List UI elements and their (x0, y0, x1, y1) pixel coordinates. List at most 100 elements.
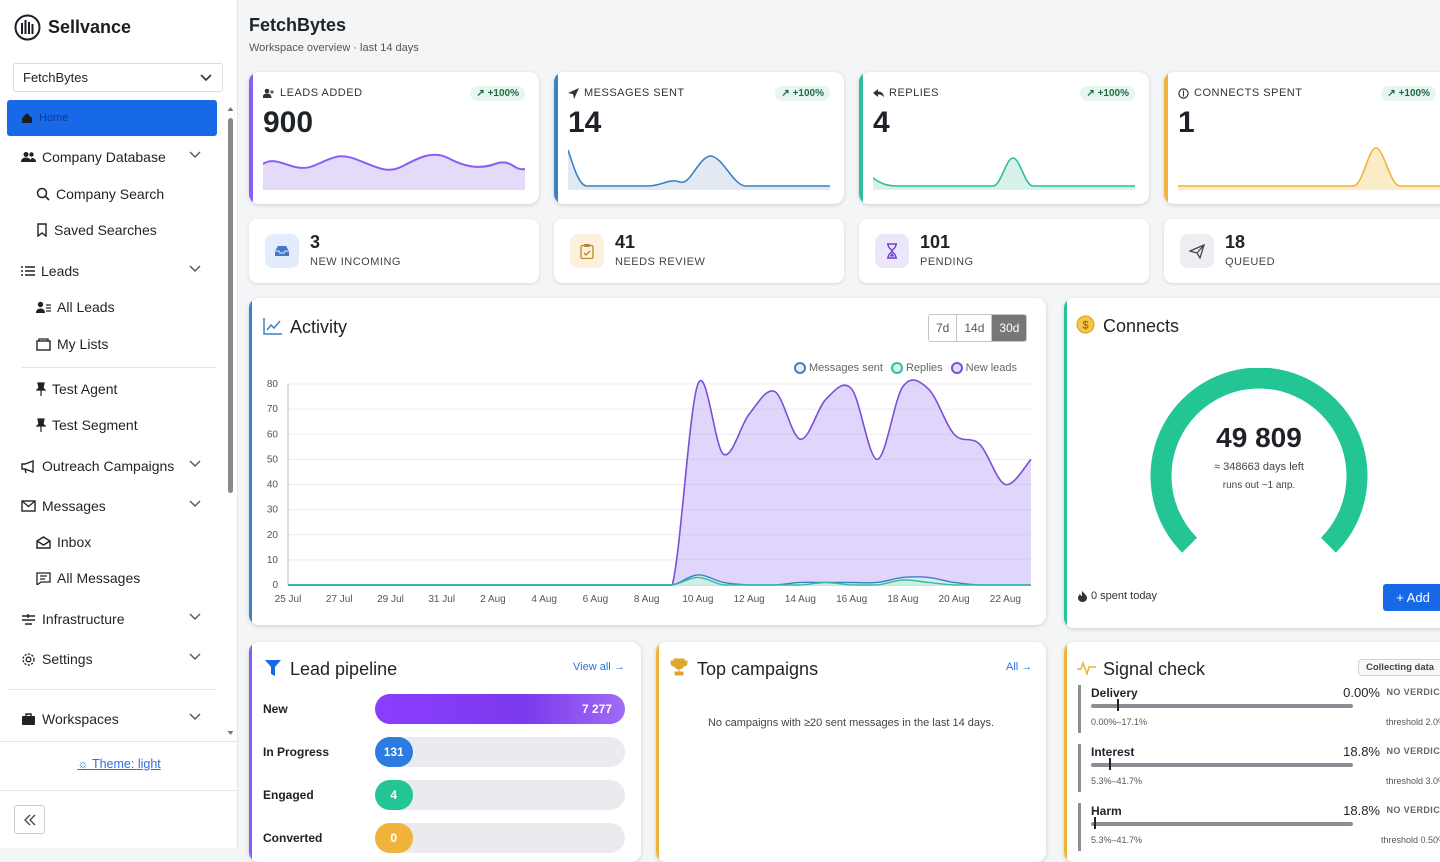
campaigns-empty-state: No campaigns with ≥20 sent messages in t… (707, 717, 995, 729)
sidebar-item-label: All Messages (57, 570, 141, 586)
range-7d-button[interactable]: 7d (929, 315, 957, 341)
panel-accent (249, 642, 252, 862)
stat-value: 101 (920, 232, 951, 252)
range-30d-button[interactable]: 30d (991, 315, 1027, 341)
hourglass-icon (875, 234, 909, 268)
x-tick-label: 6 Aug (583, 594, 609, 605)
add-connects-button[interactable]: + Add (1383, 584, 1440, 611)
kpi-card-connects-spent[interactable]: CONNECTS SPENT ↗ +100% 1 (1164, 72, 1440, 204)
range-14d-button[interactable]: 14d (956, 315, 992, 341)
all-campaigns-link[interactable]: All → (1006, 661, 1033, 673)
sidebar-item-test-agent[interactable]: Test Agent (7, 372, 217, 406)
page-subtitle: Workspace overview · last 14 days (249, 42, 419, 54)
signal-percent: 0.00% (1343, 685, 1380, 700)
panel-accent (1064, 298, 1067, 628)
theme-toggle-label: Theme: light (91, 757, 161, 771)
pulse-icon (1077, 661, 1096, 675)
panel-accent (656, 642, 659, 862)
page-title: FetchBytes (249, 15, 347, 35)
pipeline-row[interactable]: New 7 277 (263, 694, 628, 724)
stat-label: QUEUED (1225, 256, 1276, 268)
sidebar-item-outreach-campaigns[interactable]: Outreach Campaigns (7, 449, 217, 483)
kpi-card-replies[interactable]: REPLIES ↗ +100% 4 (859, 72, 1149, 204)
y-tick-label: 20 (267, 530, 279, 541)
signal-name: Interest (1091, 745, 1135, 759)
x-tick-label: 31 Jul (428, 594, 455, 605)
signal-range: 5.3%–41.7% (1091, 835, 1143, 845)
series-line-replies (288, 576, 1031, 586)
sidebar-item-settings[interactable]: Settings (7, 642, 217, 676)
sidebar-item-saved-searches[interactable]: Saved Searches (7, 213, 217, 247)
sidebar-item-inbox[interactable]: Inbox (7, 525, 217, 559)
stat-card-needs-review[interactable]: 41 NEEDS REVIEW (554, 219, 844, 283)
pipeline-row[interactable]: Converted 0 (263, 823, 628, 853)
sidebar-item-label: Outreach Campaigns (42, 458, 175, 474)
sidebar-item-all-leads[interactable]: All Leads (7, 290, 217, 324)
connects-days-left: ≈ 348663 days left (1214, 461, 1304, 473)
chevron-down-icon (189, 151, 201, 158)
sidebar-scrollbar[interactable] (226, 103, 235, 739)
connects-title: Connects (1103, 316, 1180, 336)
sidebar-item-messages[interactable]: Messages (7, 489, 217, 523)
signal-row: Delivery 0.00% NO VERDICT 0.00%–17.1% thresh… (1078, 685, 1440, 733)
legend-label: Messages sent (809, 362, 883, 374)
pipeline-bar: 4 (375, 780, 413, 810)
sidebar-item-label: Inbox (57, 534, 92, 550)
sidebar-item-all-messages[interactable]: All Messages (7, 561, 217, 595)
y-tick-label: 10 (267, 555, 279, 566)
sliders-icon (22, 613, 35, 625)
sidebar-item-label: Workspaces (42, 711, 119, 727)
collapse-sidebar-button[interactable] (14, 805, 45, 834)
pipeline-row[interactable]: Engaged 4 (263, 780, 628, 810)
clipboard-icon (570, 234, 604, 268)
pipeline-count: 7 277 (581, 702, 612, 716)
kpi-card-messages-sent[interactable]: MESSAGES SENT ↗ +100% 14 (554, 72, 844, 204)
legend-label: Replies (905, 362, 943, 374)
stat-card-queued[interactable]: 18 QUEUED (1164, 219, 1440, 283)
sidebar-item-test-segment[interactable]: Test Segment (7, 408, 217, 442)
kpi-value: 900 (263, 106, 314, 139)
legend-item[interactable]: Replies (890, 362, 943, 374)
home-icon (22, 113, 32, 123)
legend-item[interactable]: New leads (950, 362, 1017, 374)
sidebar-item-leads[interactable]: Leads (7, 254, 217, 288)
pipeline-row[interactable]: In Progress 131 (263, 737, 628, 767)
sidebar-item-my-lists[interactable]: My Lists (7, 327, 217, 361)
signal-row: Interest 18.8% NO VERDICT 5.3%–41.7% thresho… (1078, 744, 1440, 792)
sidebar-item-workspaces[interactable]: Workspaces (7, 702, 217, 736)
sidebar-item-home[interactable]: Home (7, 100, 217, 136)
workspace-select[interactable]: FetchBytes (13, 63, 223, 92)
theme-toggle-link[interactable]: ☼ Theme: light (0, 757, 238, 771)
paper-plane-icon (1180, 234, 1214, 268)
series-area-messages-sent (288, 574, 1031, 585)
kpi-accent (859, 72, 863, 204)
activity-chart[interactable]: 0 10 20 30 40 50 60 70 80 25 Jul 27 Jul 29 Jul 31 Ju… (249, 298, 1046, 625)
y-tick-label: 70 (267, 404, 279, 415)
legend-item[interactable]: Messages sent (794, 362, 883, 374)
sidebar-item-label: Company Database (42, 149, 166, 165)
signal-check-title: Signal check (1103, 659, 1206, 679)
workspace-select-value: FetchBytes (23, 70, 89, 85)
search-icon (36, 187, 50, 201)
chart-line-icon (263, 318, 282, 335)
signal-name: Harm (1091, 804, 1122, 818)
signal-range: 0.00%–17.1% (1091, 717, 1148, 727)
activity-panel: Activity 7d 14d 30d Messages sent Replie… (249, 298, 1046, 625)
kpi-card-leads-added[interactable]: LEADS ADDED ↗ +100% 900 (249, 72, 539, 204)
logo-icon (14, 14, 41, 41)
chevron-down-icon (189, 460, 201, 467)
stat-card-pending[interactable]: 101 PENDING (859, 219, 1149, 283)
coin-icon (1178, 87, 1189, 99)
signal-percent: 18.8% (1343, 803, 1380, 818)
brand[interactable]: Sellvance (14, 14, 131, 41)
sidebar-item-company-database[interactable]: Company Database (7, 140, 217, 174)
kpi-sparkline (568, 149, 830, 190)
x-tick-label: 16 Aug (836, 594, 867, 605)
x-tick-label: 10 Aug (682, 594, 713, 605)
sidebar-item-infrastructure[interactable]: Infrastructure (7, 602, 217, 636)
sidebar-item-company-search[interactable]: Company Search (7, 177, 217, 211)
stat-card-new-incoming[interactable]: 3 NEW INCOMING (249, 219, 539, 283)
kpi-label-text: REPLIES (889, 87, 939, 99)
megaphone-icon (21, 459, 34, 473)
view-all-link[interactable]: View all → (573, 661, 625, 673)
